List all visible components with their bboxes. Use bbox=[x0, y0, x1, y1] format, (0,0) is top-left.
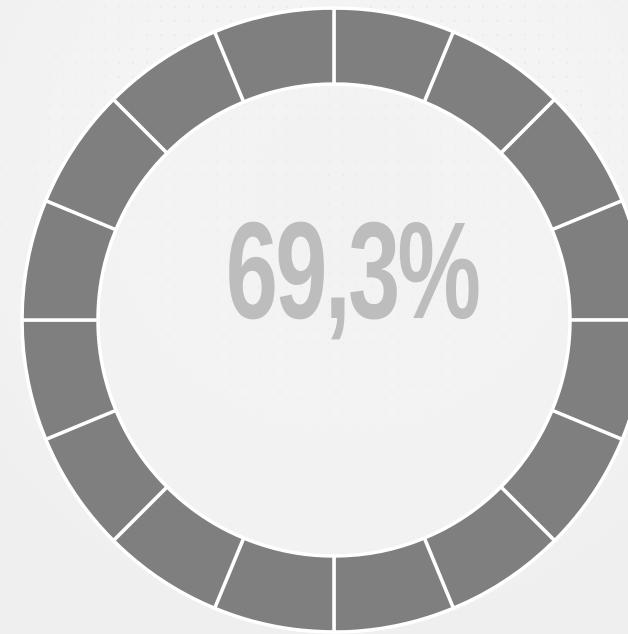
segment-ring bbox=[20, 6, 628, 634]
gauge-label: 69,3% bbox=[226, 194, 479, 348]
ring-segment bbox=[212, 6, 336, 104]
label-group: 69,3% bbox=[226, 194, 482, 348]
inner-disc bbox=[100, 86, 568, 554]
